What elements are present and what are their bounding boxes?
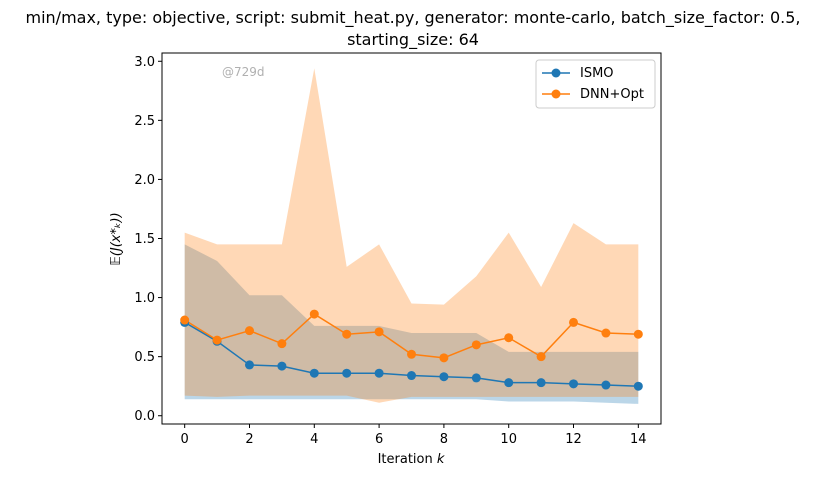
y-tick-label: 1.5 (134, 232, 155, 247)
dnn-opt-point (601, 328, 611, 338)
x-axis-ticks: 0 2 4 6 8 10 12 14 (181, 424, 647, 447)
ismo-point (309, 368, 319, 378)
ismo-point (569, 379, 579, 389)
ismo-point (342, 368, 352, 378)
series-points (180, 309, 643, 391)
y-tick-label: 1.0 (134, 291, 155, 306)
dnn-opt-point (471, 340, 481, 350)
y-tick-label: 0.0 (134, 409, 155, 424)
ismo-point (277, 361, 287, 371)
ismo-point (244, 360, 254, 370)
x-tick-label: 10 (500, 432, 517, 447)
legend-dnnopt-label: DNN+Opt (580, 87, 644, 102)
chart-title-line1: min/max, type: objective, script: submit… (26, 8, 801, 28)
dnn-opt-point (536, 352, 546, 362)
y-tick-label: 3.0 (134, 55, 155, 70)
dnn-opt-point (633, 329, 643, 339)
y-axis-ticks: 0.0 0.5 1.0 1.5 2.0 2.5 3.0 (134, 55, 162, 424)
chart-title-line2: starting_size: 64 (347, 30, 479, 50)
legend: ISMO DNN+Opt (535, 59, 656, 109)
x-tick-label: 4 (310, 432, 318, 447)
x-tick-label: 6 (375, 432, 383, 447)
ismo-point (504, 378, 514, 388)
x-tick-label: 12 (565, 432, 582, 447)
dnn-opt-point (439, 353, 449, 363)
dnn-opt-point (407, 349, 416, 359)
ismo-point (601, 380, 611, 390)
dnn-opt-band (184, 68, 639, 403)
dnn-opt-point (342, 329, 352, 339)
x-tick-label: 0 (181, 432, 189, 447)
y-tick-label: 2.0 (134, 173, 155, 188)
x-tick-label: 2 (245, 432, 253, 447)
ismo-band (184, 244, 639, 404)
x-tick-label: 14 (630, 432, 647, 447)
ismo-point (407, 371, 416, 381)
y-tick-label: 0.5 (134, 350, 155, 365)
x-axis-label: Iteration k (378, 452, 445, 467)
x-tick-label: 8 (440, 432, 448, 447)
dnn-opt-point (374, 327, 384, 337)
ismo-point (374, 368, 384, 378)
dnn-opt-point (180, 315, 190, 325)
ismo-point (536, 378, 546, 388)
confidence-bands (184, 68, 639, 404)
dnn-opt-point (569, 317, 579, 327)
legend-box (535, 59, 656, 109)
ismo-point (471, 373, 481, 383)
dnn-opt-point (212, 335, 222, 345)
dnn-opt-point (504, 333, 514, 343)
dnn-opt-point (244, 326, 254, 336)
dnn-opt-point (277, 339, 287, 349)
legend-ismo-label: ISMO (580, 66, 614, 81)
y-tick-label: 2.5 (134, 114, 155, 129)
y-axis-label: 𝔼(J(x*ₖ)) (109, 212, 124, 265)
dnn-opt-point (309, 309, 319, 319)
ismo-point (633, 381, 643, 391)
ismo-point (439, 372, 449, 382)
watermark-text: @729d (222, 65, 265, 79)
legend-dnnopt-marker (551, 89, 561, 99)
legend-ismo-marker (551, 68, 561, 78)
